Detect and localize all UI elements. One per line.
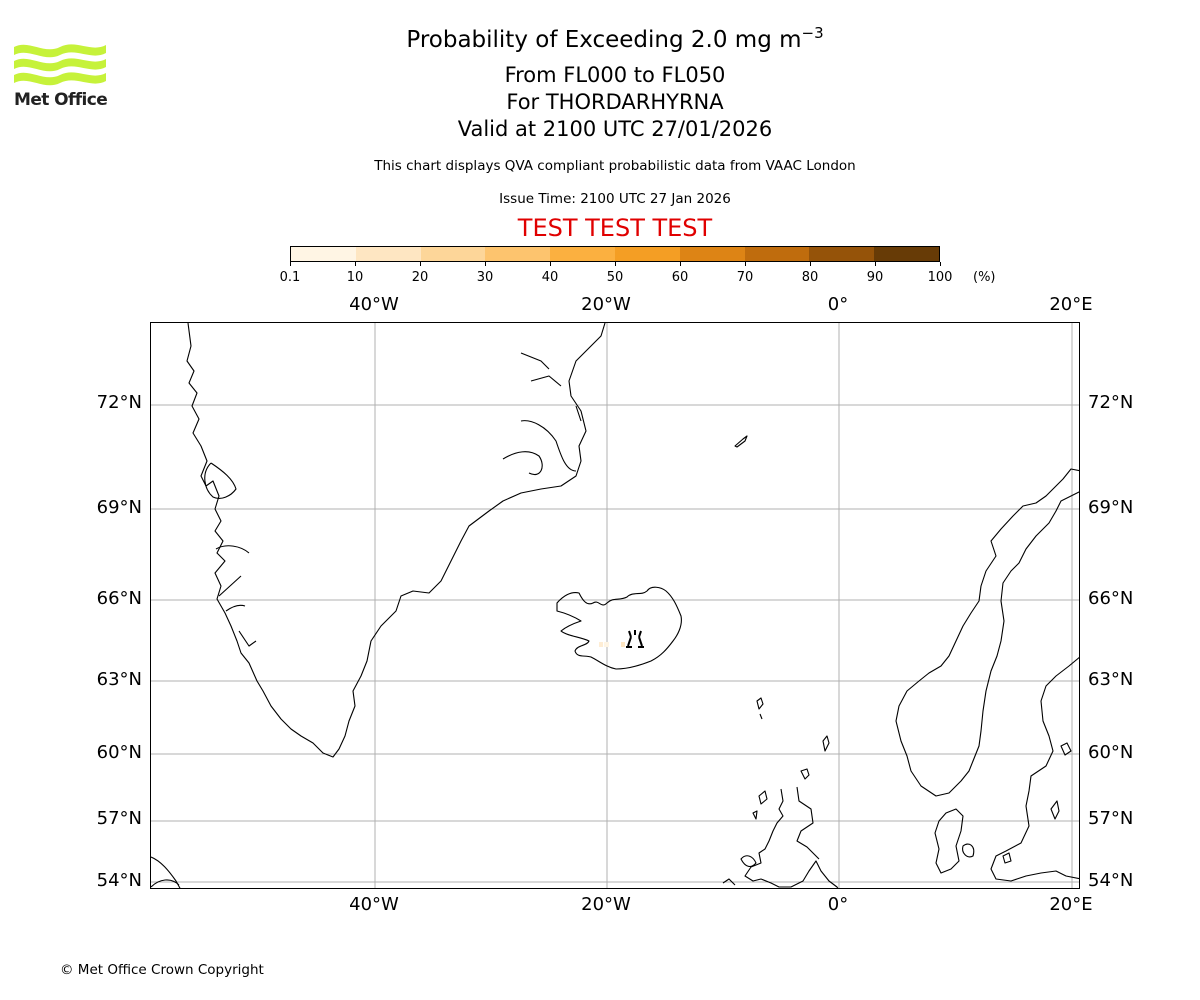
colorbar-tick-mark [484,262,486,266]
colorbar-tick-mark [874,262,876,266]
lat-label-right: 54°N [1088,870,1134,891]
logo-text: Met Office [14,90,108,110]
lat-label-right: 57°N [1088,808,1134,829]
met-office-logo-icon [14,44,106,86]
colorbar-segment [355,247,421,261]
colorbar-segment [550,247,615,261]
colorbar-segment [291,247,356,261]
iceland-coast [556,586,682,670]
colorbar-tick-label: 70 [736,270,754,285]
lat-label-left: 69°N [96,497,142,518]
lon-label-bottom: 0° [827,894,849,915]
colorbar-tick-mark [939,262,941,266]
lat-label-left: 57°N [96,808,142,829]
colorbar-tick-mark [744,262,746,266]
volcano-name: For THORDARHYRNA [506,90,724,114]
colorbar-segment [614,247,680,261]
colorbar-tick-mark [614,262,616,266]
lon-label-bottom: 20°W [581,894,631,915]
volcano-icon [626,630,644,648]
colorbar-unit: (%) [973,270,996,285]
colorbar-segment [809,247,875,261]
lat-label-left: 60°N [96,742,142,763]
greenland-coast [186,323,606,758]
description: This chart displays QVA compliant probab… [374,158,856,174]
lat-label-right: 66°N [1088,588,1134,609]
colorbar-segment [420,247,486,261]
copyright-notice: © Met Office Crown Copyright [60,962,264,978]
lat-label-right: 60°N [1088,742,1134,763]
colorbar-tick-label: 80 [801,270,819,285]
colorbar-tick-mark [679,262,681,266]
flight-levels: From FL000 to FL050 [504,63,726,87]
lon-label-top: 20°W [581,294,631,315]
colorbar-tick-mark [549,262,551,266]
lat-label-left: 54°N [96,870,142,891]
lon-label-top: 40°W [349,294,399,315]
lon-label-bottom: 40°W [349,894,399,915]
map-panel[interactable] [150,322,1080,889]
colorbar [290,246,940,262]
lat-label-left: 66°N [96,588,142,609]
jan-mayen-coast [734,435,748,448]
lat-label-right: 63°N [1088,669,1134,690]
colorbar-segment [744,247,810,261]
colorbar-tick-label: 50 [606,270,624,285]
issue-time: Issue Time: 2100 UTC 27 Jan 2026 [499,191,731,207]
colorbar-tick-label: 20 [411,270,429,285]
probability-cells [599,642,625,647]
map-canvas [151,323,1079,888]
valid-time: Valid at 2100 UTC 27/01/2026 [457,117,773,141]
colorbar-tick-label: 30 [476,270,494,285]
colorbar-tick-mark [354,262,356,266]
chart-title: Probability of Exceeding 2.0 mg m−3 [0,24,1200,54]
title-main: Probability of Exceeding 2.0 mg m [406,27,802,53]
colorbar-tick-label: 60 [671,270,689,285]
lat-label-left: 63°N [96,669,142,690]
coastlines [151,323,1079,888]
lat-label-right: 69°N [1088,497,1134,518]
colorbar-tick-label: 40 [541,270,559,285]
colorbar-tick-mark [809,262,811,266]
colorbar-segment [679,247,745,261]
title-superscript: −3 [801,24,824,42]
colorbar-tick-mark [419,262,421,266]
uk-coast [744,768,839,888]
lon-label-top: 0° [827,294,849,315]
scandinavia-coast [895,468,1079,797]
colorbar-tick-label: 0.1 [279,270,301,285]
test-banner: TEST TEST TEST [517,214,713,242]
colorbar-segment [485,247,551,261]
lat-label-right: 72°N [1088,392,1134,413]
lon-label-bottom: 20°E [1049,894,1093,915]
colorbar-tick-label: 10 [346,270,364,285]
colorbar-tick-label: 90 [866,270,884,285]
colorbar-tick-mark [289,262,291,266]
gridlines [151,323,1079,888]
colorbar-segment [874,247,939,261]
lat-label-left: 72°N [96,392,142,413]
colorbar-tick-label: 100 [927,270,953,285]
lon-label-top: 20°E [1049,294,1093,315]
